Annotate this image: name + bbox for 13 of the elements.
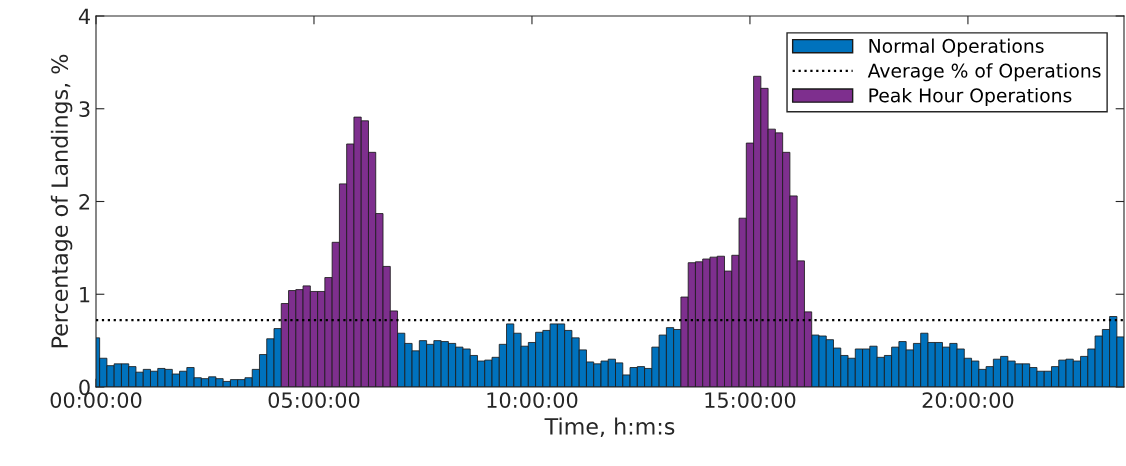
y-axis-title: Percentage of Landings, % [50,54,73,348]
y-tick-label: 1 [80,286,90,303]
y-tick-label: 3 [79,101,90,117]
x-tick-label: 05:00:00 [268,392,360,408]
x-tick-label: 10:00:00 [487,392,578,408]
y-tick-label: 2 [79,193,90,210]
legend-label: Peak Hour Operations [869,87,1072,107]
x-tick-label: 15:00:00 [705,392,796,408]
legend-label: Normal Operations [869,38,1044,57]
x-tick-label: 20:00:00 [922,392,1014,408]
y-tick-label: 4 [78,8,90,24]
x-axis-title: Time, h:m:s [544,417,675,438]
legend-label: Average % of Operations [867,63,1101,82]
